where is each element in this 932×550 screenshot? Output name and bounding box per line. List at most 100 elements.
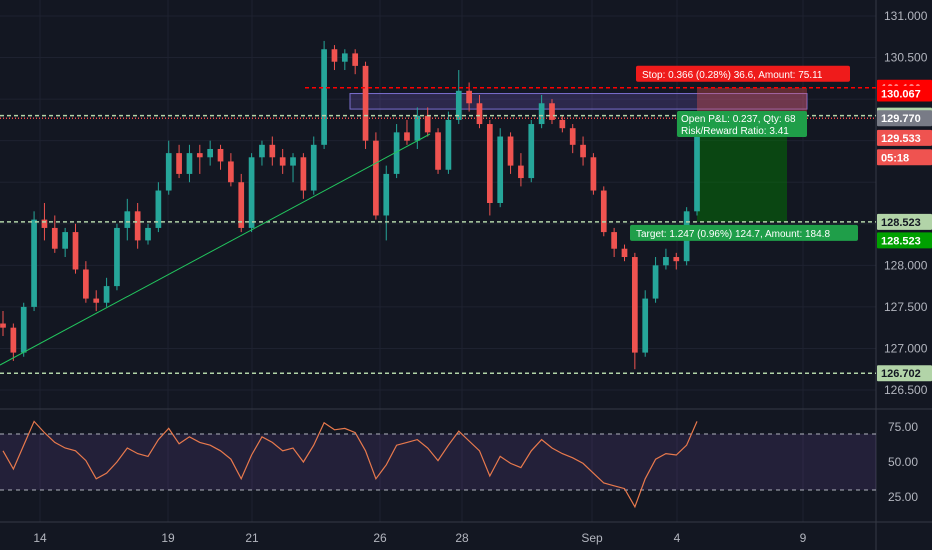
candle-body [466, 90, 472, 104]
candle-body [0, 323, 6, 328]
date-tick-label: 9 [800, 531, 807, 545]
candle-body [383, 173, 390, 216]
price-axis: 131.000 130.500 128.000 127.500 127.000 126.5… [33, 9, 927, 545]
trendline[interactable] [0, 133, 431, 366]
candle-body [352, 53, 359, 66]
candle-body [196, 153, 203, 158]
candle-body [373, 140, 379, 216]
candle-body [310, 144, 317, 191]
price-tag-box [877, 110, 932, 127]
candle-body [569, 128, 576, 145]
candle-body [93, 298, 100, 303]
candle-body [694, 118, 700, 212]
candle-body [424, 115, 431, 133]
candle-body [404, 132, 410, 141]
price-tag-label: 128.523 [881, 235, 921, 247]
price-tick-label: 131.000 [884, 9, 928, 23]
candle-body [41, 219, 48, 228]
candle-body [476, 103, 483, 125]
price-tick-label: 128.000 [884, 258, 928, 272]
candle-body [124, 211, 131, 228]
candle-body [362, 65, 369, 141]
candle-body [279, 157, 286, 166]
rsi-tick-label: 50.00 [888, 455, 918, 469]
date-tick-label: 14 [33, 531, 47, 545]
date-tick-label: 28 [455, 531, 469, 545]
rsi-tick-label: 25.00 [888, 490, 918, 504]
rsi-line [2, 420, 698, 509]
candle-body [176, 153, 182, 174]
candle-body [290, 157, 296, 166]
candle-body [103, 286, 110, 303]
price-tick-label: 130.500 [884, 51, 928, 65]
price-tag-box [877, 213, 932, 230]
candle-body [663, 257, 669, 266]
candle-body [590, 157, 597, 191]
price-tag-label: 129.770 [881, 113, 921, 125]
candle-body [134, 211, 141, 241]
price-tick-label: 126.500 [884, 383, 928, 397]
candle-body [538, 103, 545, 125]
open-pl-label: Open P&L: 0.237, Qty: 68 [681, 114, 796, 125]
candle-body [300, 157, 307, 191]
candle-body [642, 298, 649, 353]
candle-body [186, 153, 193, 174]
candle-body [455, 90, 462, 120]
price-tag-box [877, 365, 932, 382]
candle-body [51, 227, 58, 249]
candle-body [549, 103, 555, 120]
candle-body [341, 53, 348, 62]
candle-body [10, 327, 17, 353]
price-tag-label: 05:18 [881, 152, 909, 164]
target-label: Target: 1.247 (0.96%) 124.7, Amount: 184… [636, 229, 830, 240]
price-tick-label: 127.000 [884, 341, 928, 355]
candle-body [632, 257, 638, 353]
price-tag-box [877, 232, 932, 249]
candle-body [145, 227, 151, 241]
candle-body [165, 153, 172, 191]
date-tick-label: Sep [581, 531, 603, 545]
zones [349, 87, 808, 222]
candle-body [207, 148, 214, 158]
price-tag-box [877, 129, 932, 146]
price-tag-label: 130.067 [881, 89, 921, 101]
candle-body [393, 132, 400, 174]
candle-body [248, 157, 255, 228]
candle-body [559, 119, 566, 129]
candle-body [83, 269, 89, 299]
candle-body [331, 49, 338, 62]
candle-body [269, 144, 276, 158]
candle-body [62, 232, 68, 249]
candle-body [414, 115, 421, 141]
date-tick-label: 26 [373, 531, 387, 545]
candles [0, 40, 700, 370]
candle-body [673, 257, 680, 262]
candle-body [580, 144, 586, 158]
candle-body [507, 136, 514, 166]
open-pl-box [677, 111, 807, 137]
price-tick-label: 127.500 [884, 300, 928, 314]
price-tag-box [877, 85, 932, 102]
candle-body [497, 136, 504, 203]
candle-body [652, 265, 659, 299]
candle-body [238, 182, 245, 228]
stop-label-box [636, 65, 850, 82]
candle-body [518, 165, 524, 179]
candle-body [72, 232, 79, 270]
candle-body [321, 49, 327, 145]
stop-label: Stop: 0.366 (0.28%) 36.6, Amount: 75.11 [642, 70, 823, 81]
date-tick-label: 4 [674, 531, 681, 545]
candle-body [31, 219, 37, 307]
risk-reward-label: Risk/Reward Ratio: 3.41 [681, 126, 789, 137]
date-tick-label: 21 [245, 531, 259, 545]
resistance-zone [349, 93, 808, 110]
candle-body [528, 124, 535, 179]
position-labels: Stop: 0.366 (0.28%) 36.6, Amount: 75.11 O… [630, 65, 858, 241]
candle-body [259, 144, 265, 158]
rsi-band [0, 434, 876, 490]
price-tag-label: 129.533 [881, 133, 921, 145]
price-tag-box [877, 149, 932, 166]
